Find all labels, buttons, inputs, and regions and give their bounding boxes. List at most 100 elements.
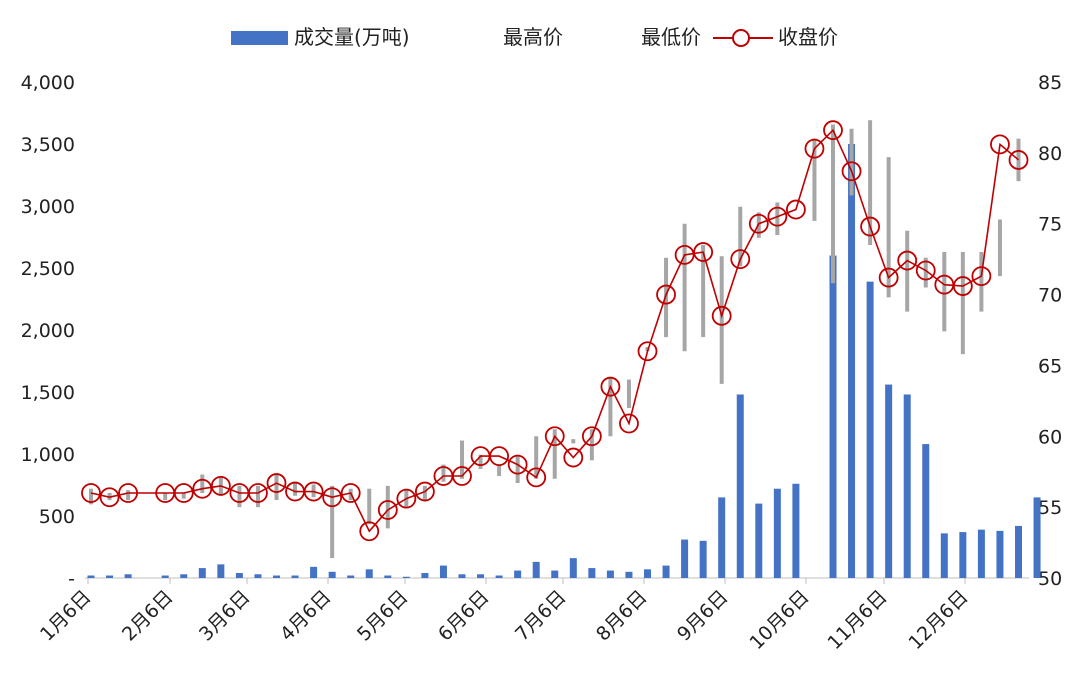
volume-bar [477,574,485,578]
volume-bar [180,574,188,578]
close-price-marker [1008,150,1029,170]
right-axis-tick-label: 50 [1038,568,1062,590]
close-price-marker [192,478,213,499]
left-axis-tick-label: 500 [39,506,75,528]
close-price-marker [897,250,918,271]
close-price-marker [841,161,862,182]
left-axis-tick-label: 2,000 [21,320,75,342]
volume-bar [421,573,429,578]
volume-bar [606,570,614,578]
right-axis: 50 55 60 65 70 75 80 85 [1038,72,1062,590]
volume-bar [310,566,318,578]
legend-label-close: 收盘价 [778,25,838,49]
x-axis-tick-label: 9月6日 [673,586,733,646]
close-price-marker [804,138,825,159]
legend-label-low: 最低价 [641,25,701,49]
volume-bar [792,483,800,578]
close-price-marker [878,267,899,288]
legend-label-high: 最高价 [503,25,563,49]
volume-bar [829,255,837,578]
close-price-marker [581,426,602,447]
x-axis-tick-label: 1月6日 [36,586,96,646]
volume-bar [291,575,299,578]
close-price-marker [526,467,547,488]
legend-label-volume: 成交量(万吨) [294,25,410,49]
close-price-marker [414,481,435,502]
right-axis-tick-label: 55 [1038,497,1062,519]
volume-bar [977,529,985,578]
volume-bar [885,384,893,578]
volume-bar [217,564,225,578]
close-price-marker [990,134,1010,155]
left-axis-tick-label: - [68,568,75,590]
legend-swatch-volume [231,31,288,45]
right-axis-tick-label: 85 [1038,72,1062,94]
volume-bar [644,569,651,578]
volume-bar [532,561,540,578]
close-price-marker [748,213,769,234]
x-axis-tick-label: 10月6日 [745,586,813,654]
volume-bar [365,569,373,578]
close-price-marker [507,454,528,475]
right-axis-tick-label: 75 [1038,214,1062,236]
close-price-marker [860,216,880,237]
volume-bar [124,574,132,578]
close-price-marker [266,473,287,493]
close-price-marker [118,483,139,503]
close-price-marker [767,206,788,227]
volume-bars [87,144,1041,578]
legend-marker-close [732,29,750,47]
close-price-marker [210,475,231,496]
volume-bar [996,530,1004,578]
close-price-marker [600,376,621,397]
close-price-marker [452,466,472,486]
x-axis-tick-label: 8月6日 [592,586,652,646]
close-price-marker [693,242,714,262]
close-price-marker [674,244,695,265]
x-axis: 1月6日 2月6日 3月6日 4月6日 5月6日 6月6日 7月6日 8月6日 9月6日 10月6… [36,578,973,654]
left-axis-tick-label: 3,500 [21,134,75,156]
volume-bar [866,281,874,578]
right-axis-tick-label: 70 [1038,285,1062,307]
left-axis-tick-label: 1,500 [21,382,75,404]
volume-bar [959,532,967,578]
x-axis-tick-label: 12月6日 [904,586,972,654]
close-price-marker [303,481,324,502]
volume-bar [718,497,726,578]
close-price-marker [173,483,194,503]
close-price-marker [81,483,101,503]
volume-bar [625,571,633,578]
close-price-marker [563,447,584,468]
close-price-marker [637,341,658,362]
close-price-marker [952,276,973,296]
x-axis-tick-label: 5月6日 [353,586,413,646]
x-axis-tick-label: 6月6日 [434,586,494,646]
close-price-marker [396,488,417,509]
close-price-marker [340,483,361,503]
volume-bar [273,575,280,578]
volume-bar [922,444,930,578]
volume-bar [458,574,466,578]
volume-bar [551,570,559,578]
close-price-marker [489,446,510,467]
x-axis-tick-label: 3月6日 [195,586,255,646]
volume-bar [848,144,856,578]
close-price-marker [619,413,639,434]
volume-bar [699,540,707,578]
left-axis-tick-label: 3,000 [21,196,75,218]
volume-bar [1015,525,1022,578]
volume-bar [347,575,355,578]
close-price-marker [971,266,992,287]
left-axis: - 500 1,000 1,500 2,000 2,500 3,000 3,500 4,000 [21,72,75,590]
volume-bar [662,565,670,578]
volume-bar [106,575,114,578]
left-axis-tick-label: 1,000 [21,444,75,466]
x-axis-tick-label: 2月6日 [118,586,178,646]
volume-bar [495,575,503,578]
close-price-marker [915,260,936,281]
volume-bar [681,539,689,578]
right-axis-tick-label: 60 [1038,426,1062,448]
volume-bar [254,574,262,578]
volume-bar [755,503,763,578]
